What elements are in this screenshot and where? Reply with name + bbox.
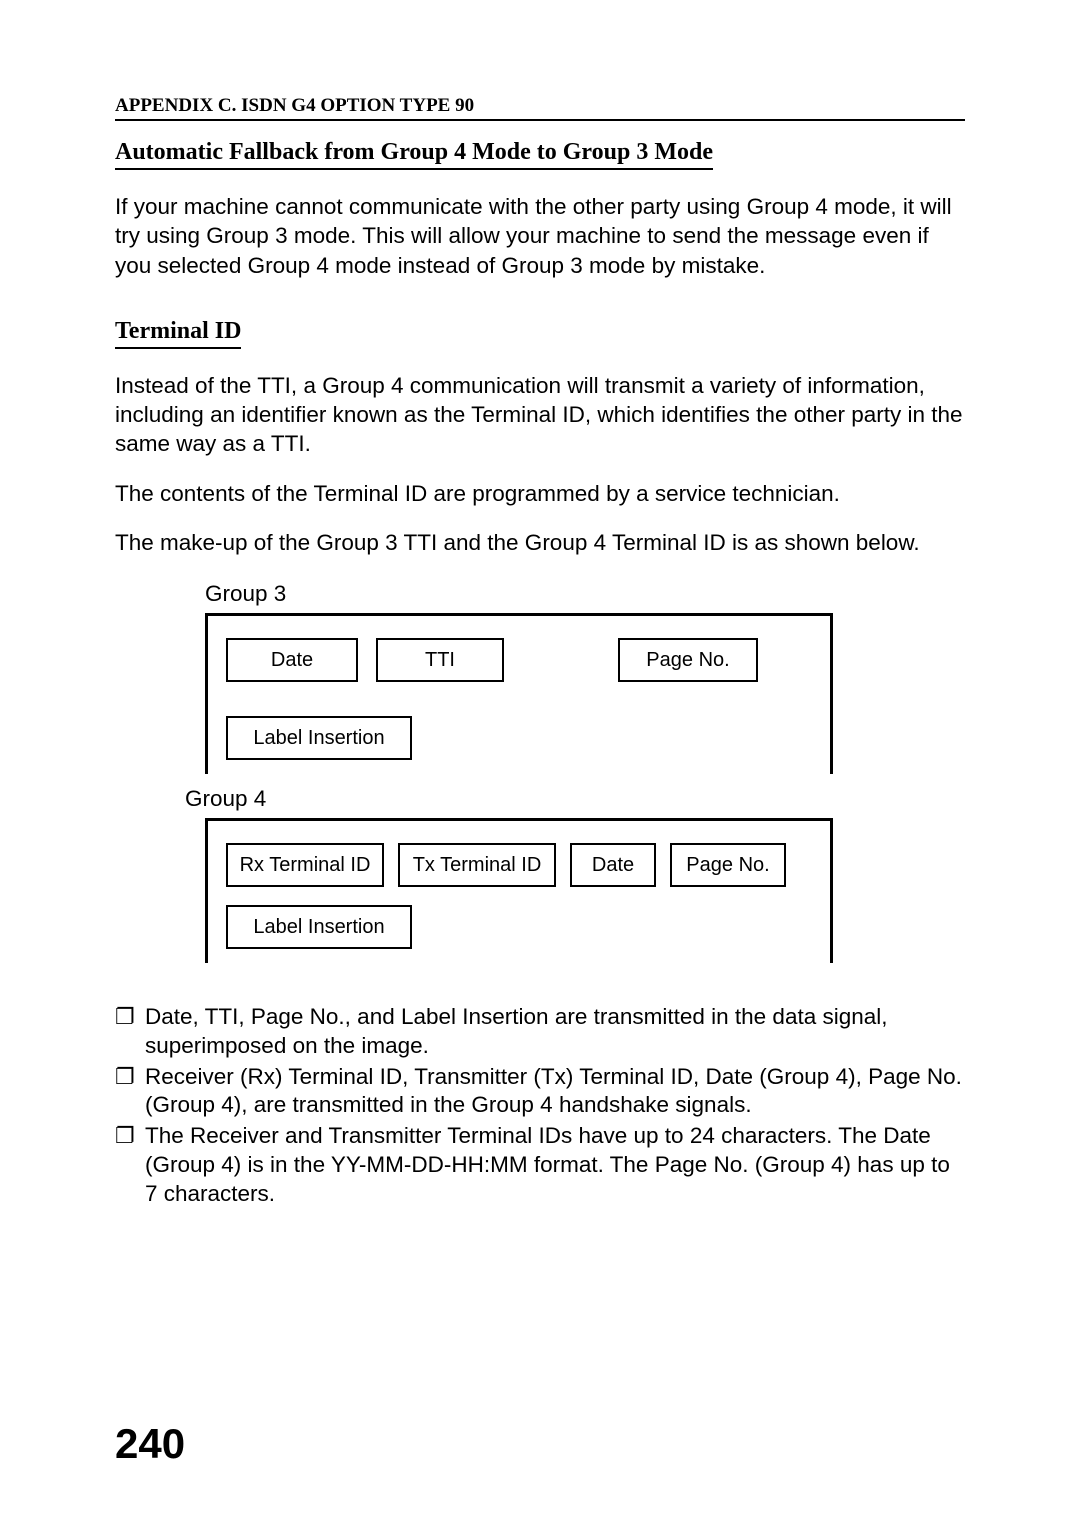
section-terminal-id: Terminal ID Instead of the TTI, a Group … [115, 318, 965, 557]
group4-frame: Rx Terminal ID Tx Terminal ID Date Page … [205, 818, 833, 963]
bullet-icon: ❐ [115, 1003, 145, 1031]
note-item: ❐ The Receiver and Transmitter Terminal … [115, 1122, 965, 1208]
section-title-terminal-id: Terminal ID [115, 318, 241, 349]
spacer [208, 682, 830, 716]
paragraph: The contents of the Terminal ID are prog… [115, 479, 965, 508]
note-text: The Receiver and Transmitter Terminal ID… [145, 1122, 965, 1208]
group4-row-2: Label Insertion [208, 905, 830, 963]
cell-rx-terminal-id: Rx Terminal ID [226, 843, 384, 887]
group3-label: Group 3 [205, 581, 965, 607]
group3-frame: Date TTI Page No. Label Insertion [205, 613, 833, 774]
group3-row-1: Date TTI Page No. [208, 616, 830, 682]
section-title-fallback: Automatic Fallback from Group 4 Mode to … [115, 139, 713, 170]
paragraph: Instead of the TTI, a Group 4 communicat… [115, 371, 965, 459]
diagram-area: Group 3 Date TTI Page No. Label Insertio… [205, 581, 965, 963]
cell-date: Date [226, 638, 358, 682]
group4-row-1: Rx Terminal ID Tx Terminal ID Date Page … [208, 821, 830, 905]
group4-label: Group 4 [185, 786, 965, 812]
cell-tx-terminal-id: Tx Terminal ID [398, 843, 556, 887]
cell-date: Date [570, 843, 656, 887]
group3-row-2: Label Insertion [208, 716, 830, 774]
paragraph: If your machine cannot communicate with … [115, 192, 965, 280]
note-text: Receiver (Rx) Terminal ID, Transmitter (… [145, 1063, 965, 1121]
cell-label-insertion: Label Insertion [226, 905, 412, 949]
notes-list: ❐ Date, TTI, Page No., and Label Inserti… [115, 1003, 965, 1209]
cell-label-insertion: Label Insertion [226, 716, 412, 760]
document-page: APPENDIX C. ISDN G4 OPTION TYPE 90 Autom… [0, 0, 1080, 1528]
paragraph: The make-up of the Group 3 TTI and the G… [115, 528, 965, 557]
cell-page-no: Page No. [670, 843, 786, 887]
note-item: ❐ Receiver (Rx) Terminal ID, Transmitter… [115, 1063, 965, 1121]
bullet-icon: ❐ [115, 1122, 145, 1150]
note-item: ❐ Date, TTI, Page No., and Label Inserti… [115, 1003, 965, 1061]
cell-page-no: Page No. [618, 638, 758, 682]
section-fallback: Automatic Fallback from Group 4 Mode to … [115, 139, 965, 280]
note-text: Date, TTI, Page No., and Label Insertion… [145, 1003, 965, 1061]
appendix-header: APPENDIX C. ISDN G4 OPTION TYPE 90 [115, 95, 965, 121]
bullet-icon: ❐ [115, 1063, 145, 1091]
page-number: 240 [115, 1420, 185, 1468]
cell-tti: TTI [376, 638, 504, 682]
